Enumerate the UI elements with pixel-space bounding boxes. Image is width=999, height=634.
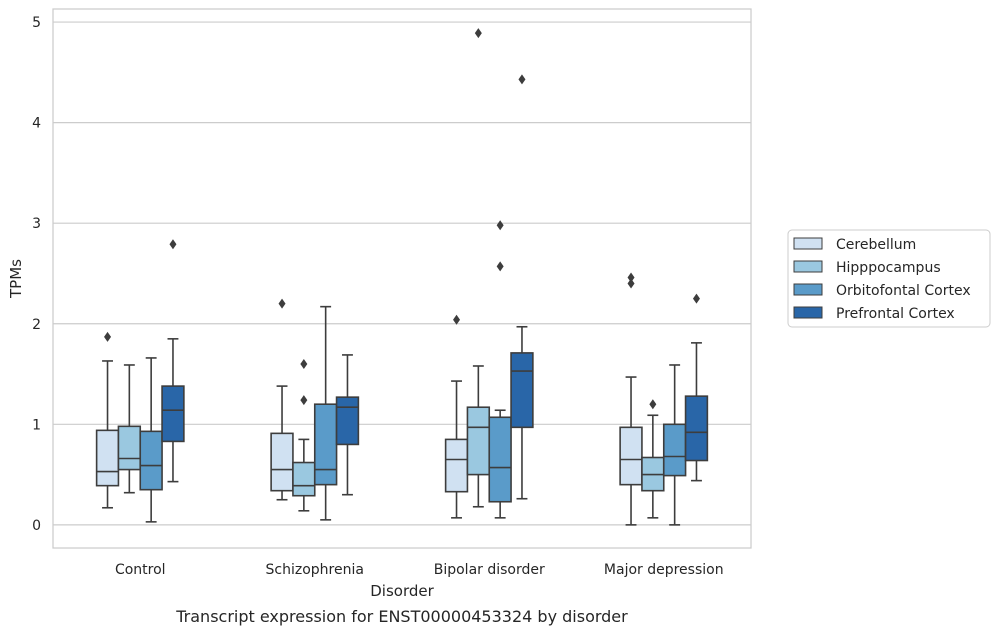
x-tick-label: Schizophrenia bbox=[266, 562, 364, 578]
y-tick-label: 2 bbox=[32, 317, 41, 333]
box-body bbox=[161, 385, 185, 443]
legend-swatch bbox=[793, 306, 823, 319]
box-cerebellum-0 bbox=[95, 331, 120, 509]
box-body bbox=[619, 426, 643, 486]
box-hipppocampus-0 bbox=[117, 364, 142, 494]
box-cerebellum-1 bbox=[270, 298, 294, 501]
legend-swatch bbox=[793, 237, 823, 250]
outlier-point bbox=[649, 399, 657, 410]
legend-label: Orbitofontal Cortex bbox=[836, 283, 971, 299]
plot-area bbox=[95, 28, 709, 526]
box-body bbox=[488, 416, 512, 503]
box-hipppocampus-2 bbox=[466, 28, 491, 508]
box-body bbox=[466, 406, 491, 476]
x-tick-label: Bipolar disorder bbox=[434, 562, 545, 578]
box-body bbox=[444, 438, 469, 493]
y-tick-label: 5 bbox=[32, 15, 41, 31]
legend-swatch bbox=[793, 283, 823, 296]
y-tick-label: 0 bbox=[32, 518, 41, 534]
chart-caption: Transcript expression for ENST0000045332… bbox=[175, 607, 628, 626]
box-cerebellum-3 bbox=[619, 272, 643, 526]
legend-label: Prefrontal Cortex bbox=[836, 306, 955, 322]
box-orbitofontal-cortex-1 bbox=[313, 305, 338, 521]
outlier-point bbox=[300, 395, 308, 406]
box-hipppocampus-3 bbox=[641, 399, 665, 519]
outlier-point bbox=[278, 298, 286, 309]
x-tick-label: Control bbox=[115, 562, 166, 578]
outlier-point bbox=[627, 278, 635, 289]
box-orbitofontal-cortex-3 bbox=[662, 364, 687, 526]
outlier-point bbox=[169, 239, 177, 250]
box-body bbox=[662, 423, 687, 477]
box-body bbox=[684, 395, 709, 462]
outlier-point bbox=[692, 293, 700, 304]
outlier-point bbox=[627, 272, 635, 283]
outlier-point bbox=[496, 261, 504, 272]
box-body bbox=[95, 429, 120, 487]
box-body bbox=[335, 396, 360, 446]
y-tick-label: 4 bbox=[32, 116, 41, 132]
box-body bbox=[313, 403, 338, 486]
x-tick-label: Major depression bbox=[604, 562, 724, 578]
x-axis-title: Disorder bbox=[370, 582, 434, 600]
box-orbitofontal-cortex-0 bbox=[139, 357, 163, 523]
outlier-point bbox=[474, 28, 482, 39]
box-orbitofontal-cortex-2 bbox=[488, 220, 512, 519]
outlier-point bbox=[300, 358, 308, 369]
box-hipppocampus-1 bbox=[292, 358, 316, 512]
legend: Cerebellum Hipppocampus Orbitofontal Corte… bbox=[787, 229, 991, 328]
outlier-point bbox=[453, 314, 461, 325]
box-body bbox=[270, 432, 294, 492]
box-prefrontal-cortex-1 bbox=[335, 354, 360, 496]
y-tick-label: 3 bbox=[32, 216, 41, 232]
legend-frame bbox=[787, 229, 991, 328]
y-axis-title: TPMs bbox=[7, 259, 25, 299]
plot-frame bbox=[52, 8, 752, 549]
outlier-point bbox=[518, 74, 526, 85]
legend-swatch bbox=[793, 260, 823, 273]
box-prefrontal-cortex-3 bbox=[684, 293, 709, 482]
outlier-point bbox=[496, 220, 504, 231]
legend-label: Hipppocampus bbox=[836, 260, 941, 276]
box-prefrontal-cortex-2 bbox=[510, 74, 534, 500]
box-body bbox=[117, 425, 142, 471]
box-body bbox=[510, 352, 534, 429]
box-prefrontal-cortex-0 bbox=[161, 239, 185, 483]
box-cerebellum-2 bbox=[444, 314, 469, 519]
box-body bbox=[292, 461, 316, 497]
box-body bbox=[139, 430, 163, 491]
x-axis-ticks: Control Schizophrenia Bipolar disorder Majo… bbox=[115, 562, 724, 578]
legend-label: Cerebellum bbox=[836, 237, 916, 253]
y-tick-label: 1 bbox=[32, 417, 41, 433]
outlier-point bbox=[104, 331, 112, 342]
y-axis-ticks: 0 1 2 3 4 5 bbox=[32, 15, 41, 534]
